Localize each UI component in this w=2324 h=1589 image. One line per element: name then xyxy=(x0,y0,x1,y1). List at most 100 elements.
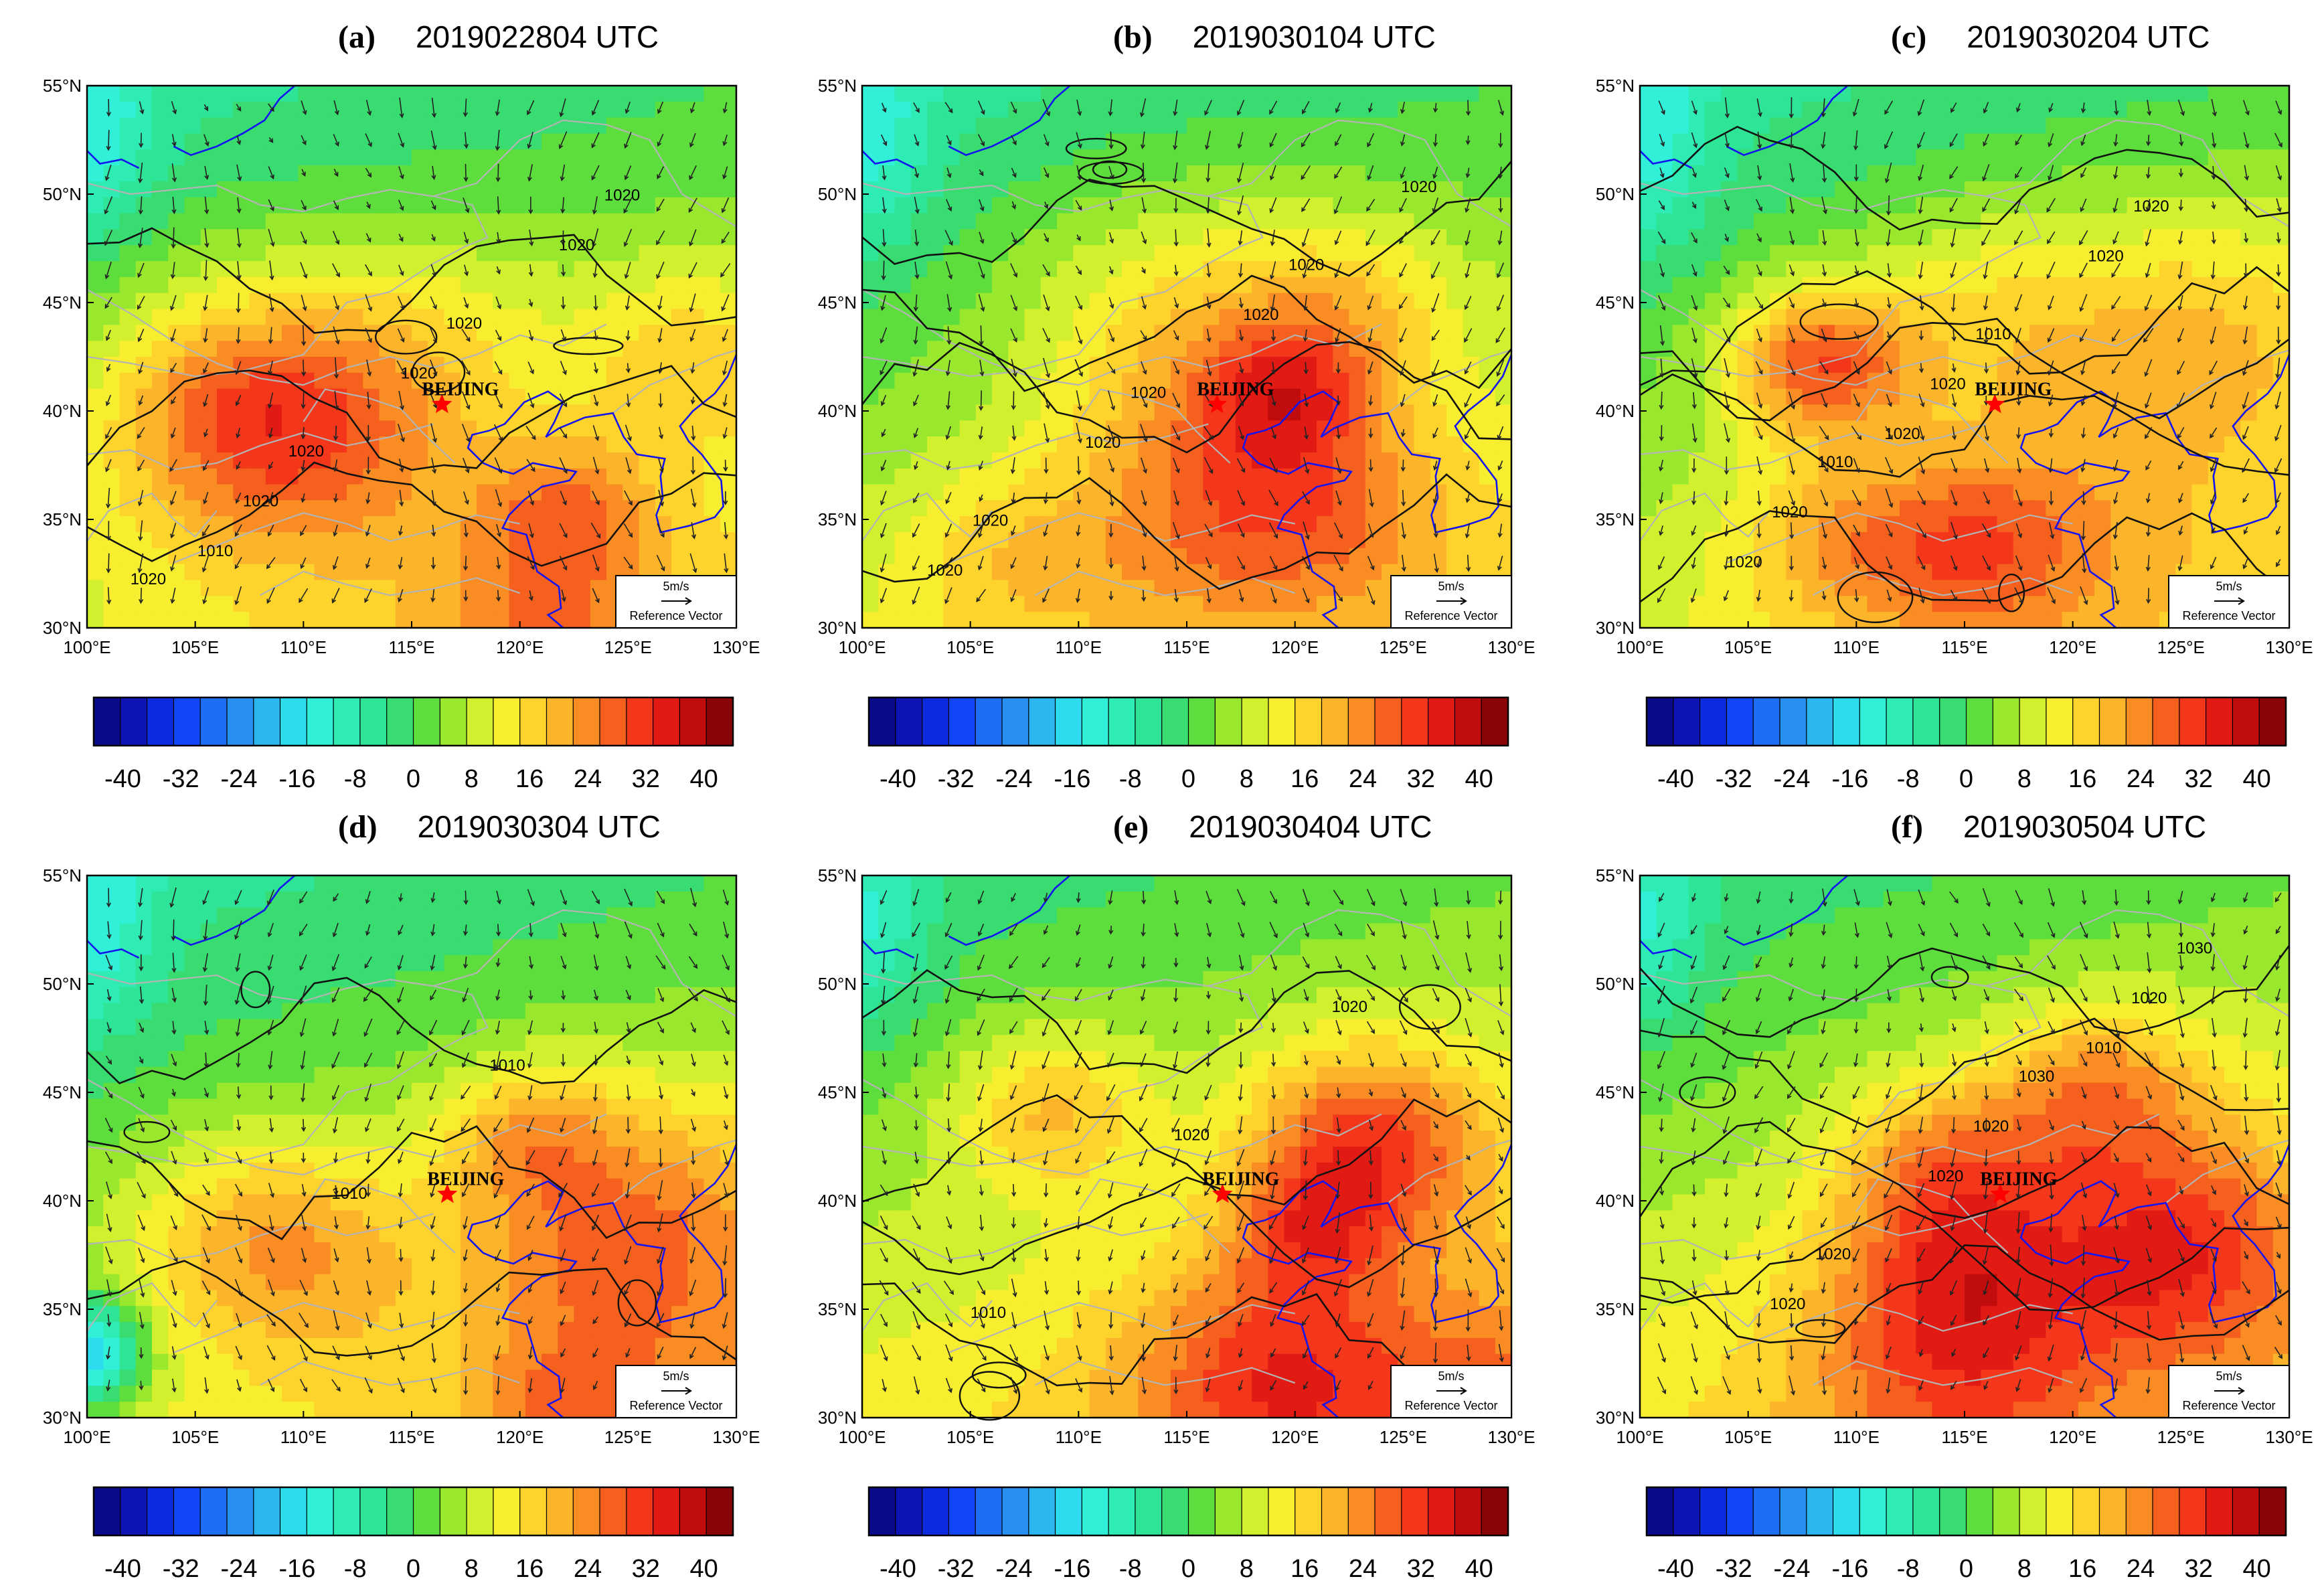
field-cell xyxy=(1317,165,1333,181)
field-cell xyxy=(1008,420,1025,436)
reference-vector-text: Reference Vector xyxy=(1404,609,1497,622)
lon-tick-label: 125°E xyxy=(604,637,652,657)
field-cell xyxy=(87,245,104,261)
field-cell xyxy=(542,373,558,389)
field-cell xyxy=(1705,516,1722,532)
field-cell xyxy=(671,214,688,230)
field-cell xyxy=(1155,277,1171,293)
field-cell xyxy=(120,86,137,102)
field-cell xyxy=(1171,118,1187,134)
field-cell xyxy=(2192,469,2209,485)
colorbar-swatch xyxy=(254,697,280,746)
field-cell xyxy=(1284,436,1301,452)
field-cell xyxy=(2192,102,2209,118)
field-cell xyxy=(911,214,928,230)
field-cell xyxy=(1414,118,1431,134)
field-cell xyxy=(606,389,623,405)
field-cell xyxy=(2127,165,2144,181)
field-cell xyxy=(461,214,477,230)
colorbar-swatch xyxy=(1029,697,1056,746)
field-cell xyxy=(1997,134,2014,150)
field-cell xyxy=(2143,118,2160,134)
field-cell xyxy=(1851,149,1868,165)
field-cell xyxy=(396,102,412,118)
field-cell xyxy=(943,485,960,501)
field-cell xyxy=(1008,612,1025,628)
field-cell xyxy=(1738,214,1754,230)
field-cell xyxy=(2127,134,2144,150)
field-cell xyxy=(250,389,266,405)
field-cell xyxy=(1220,293,1236,309)
field-cell xyxy=(704,134,721,150)
field-cell xyxy=(1705,86,1722,102)
field-cell xyxy=(509,405,526,421)
field-cell xyxy=(992,612,1009,628)
field-cell xyxy=(2046,405,2062,421)
field-cell xyxy=(687,405,704,421)
field-cell xyxy=(120,181,137,197)
field-cell xyxy=(363,214,380,230)
field-cell xyxy=(87,118,104,134)
field-cell xyxy=(1365,373,1382,389)
field-cell xyxy=(1916,277,1932,293)
field-cell xyxy=(152,102,169,118)
field-cell xyxy=(509,373,526,389)
field-cell xyxy=(2240,245,2257,261)
field-cell xyxy=(1495,405,1512,421)
field-cell xyxy=(943,309,960,325)
field-cell xyxy=(1398,420,1414,436)
field-cell xyxy=(477,469,493,485)
field-cell xyxy=(1041,564,1058,580)
field-cell xyxy=(525,341,542,357)
field-cell xyxy=(87,548,104,564)
field-cell xyxy=(1138,102,1155,118)
field-cell xyxy=(1916,325,1932,341)
field-cell xyxy=(1203,548,1220,564)
field-cell xyxy=(558,452,574,469)
field-cell xyxy=(1803,214,1819,230)
field-cell xyxy=(1495,118,1512,134)
field-cell xyxy=(1155,165,1171,181)
field-cell xyxy=(2240,389,2257,405)
field-cell xyxy=(1884,325,1900,341)
field-cell xyxy=(655,86,672,102)
field-cell xyxy=(895,134,912,150)
field-cell xyxy=(671,134,688,150)
field-cell xyxy=(120,134,137,150)
field-cell xyxy=(1398,102,1414,118)
field-cell xyxy=(233,325,250,341)
field-cell xyxy=(720,452,737,469)
field-cell xyxy=(120,165,137,181)
field-cell xyxy=(1008,500,1025,516)
field-cell xyxy=(1479,420,1496,436)
field-cell xyxy=(976,405,993,421)
field-cell xyxy=(960,325,977,341)
field-cell xyxy=(1073,86,1090,102)
field-cell xyxy=(2257,373,2274,389)
field-cell xyxy=(1041,469,1058,485)
field-cell xyxy=(590,452,607,469)
field-cell xyxy=(363,516,380,532)
field-cell xyxy=(1333,245,1349,261)
field-cell xyxy=(2062,261,2079,277)
field-cell xyxy=(525,596,542,612)
field-cell xyxy=(2110,500,2127,516)
field-cell xyxy=(1868,580,1884,596)
field-cell xyxy=(1884,181,1900,197)
field-cell xyxy=(1025,165,1042,181)
field-cell xyxy=(217,500,234,516)
field-cell xyxy=(2240,229,2257,245)
field-cell xyxy=(477,181,493,197)
field-cell xyxy=(1868,245,1884,261)
field-cell xyxy=(1220,149,1236,165)
field-cell xyxy=(895,532,912,548)
field-cell xyxy=(2208,86,2225,102)
field-cell xyxy=(2046,86,2062,102)
field-cell xyxy=(943,86,960,102)
field-cell xyxy=(2273,261,2290,277)
field-cell xyxy=(927,86,944,102)
field-cell xyxy=(217,197,234,214)
field-cell xyxy=(1122,596,1139,612)
field-cell xyxy=(380,165,396,181)
field-cell xyxy=(2208,293,2225,309)
